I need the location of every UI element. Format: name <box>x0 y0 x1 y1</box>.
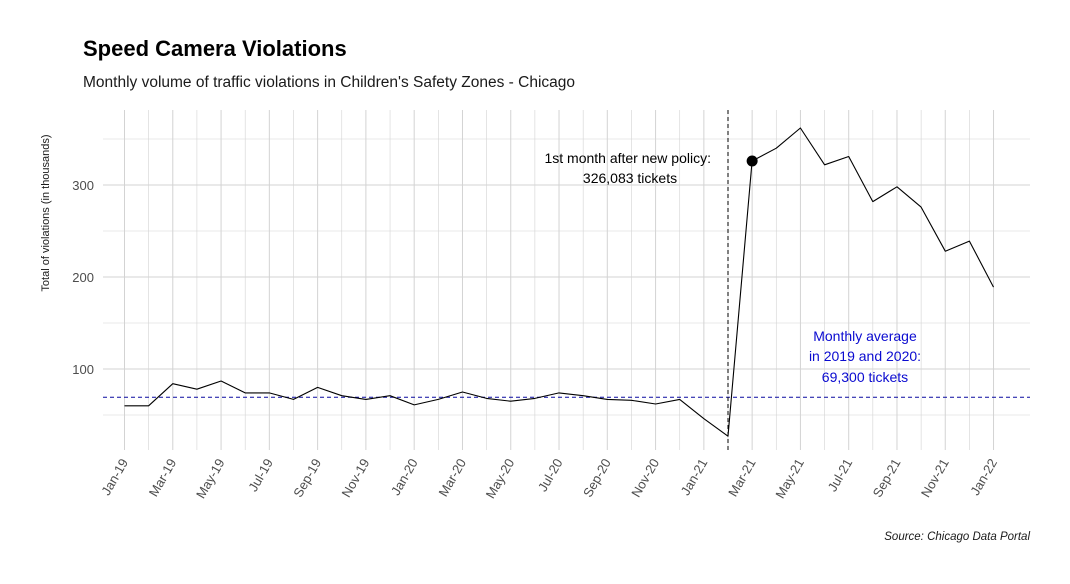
x-tick-label: Mar-20 <box>435 456 469 499</box>
x-tick-label: Jan-21 <box>678 456 711 498</box>
x-tick-labels: Jan-19 Mar-19 May-19 Jul-19 Sep-19 Nov-19 Jan-… <box>98 456 1000 501</box>
y-tick-label: 100 <box>72 362 94 377</box>
x-tick-label: Sep-19 <box>290 456 324 500</box>
series-layer <box>124 127 994 437</box>
x-tick-label: May-20 <box>483 456 518 501</box>
x-tick-label: Mar-21 <box>725 456 759 499</box>
x-tick-label: Jul-19 <box>245 456 276 494</box>
chart-title: Speed Camera Violations <box>83 36 347 61</box>
annotations: 1st month after new policy: 326,083 ticke… <box>544 150 921 385</box>
y-axis-label: Total of violations (in thousands) <box>40 134 52 291</box>
average-annotation-line: 69,300 tickets <box>822 369 908 385</box>
x-tick-label: Jan-22 <box>967 456 1000 498</box>
y-tick-labels: 100 200 300 <box>72 178 94 377</box>
x-tick-label: Nov-20 <box>628 456 662 500</box>
highlight-point <box>746 155 758 167</box>
x-tick-label: Sep-20 <box>580 456 614 500</box>
grid <box>103 110 1030 450</box>
x-tick-label: Jul-20 <box>535 456 566 494</box>
series-line <box>124 127 994 437</box>
x-tick-label: May-21 <box>772 456 807 501</box>
x-tick-label: Mar-19 <box>146 456 180 499</box>
x-tick-label: Nov-19 <box>339 456 373 500</box>
chart-subtitle: Monthly volume of traffic violations in … <box>83 74 576 91</box>
x-tick-label: Jan-19 <box>98 456 131 498</box>
y-tick-label: 300 <box>72 178 94 193</box>
average-annotation-line: Monthly average <box>813 328 917 344</box>
y-tick-label: 200 <box>72 270 94 285</box>
x-tick-label: Jan-20 <box>388 456 421 498</box>
policy-annotation-line-2: 326,083 tickets <box>583 170 677 186</box>
x-tick-label: Sep-21 <box>870 456 904 500</box>
x-tick-label: Jul-21 <box>825 456 856 494</box>
policy-annotation-line-1: 1st month after new policy: <box>544 150 711 166</box>
chart-caption: Source: Chicago Data Portal <box>884 531 1030 543</box>
x-tick-label: May-19 <box>193 456 228 501</box>
reference-lines <box>103 110 1030 450</box>
average-annotation-line: in 2019 and 2020: <box>809 348 921 364</box>
x-tick-label: Nov-21 <box>918 456 952 500</box>
